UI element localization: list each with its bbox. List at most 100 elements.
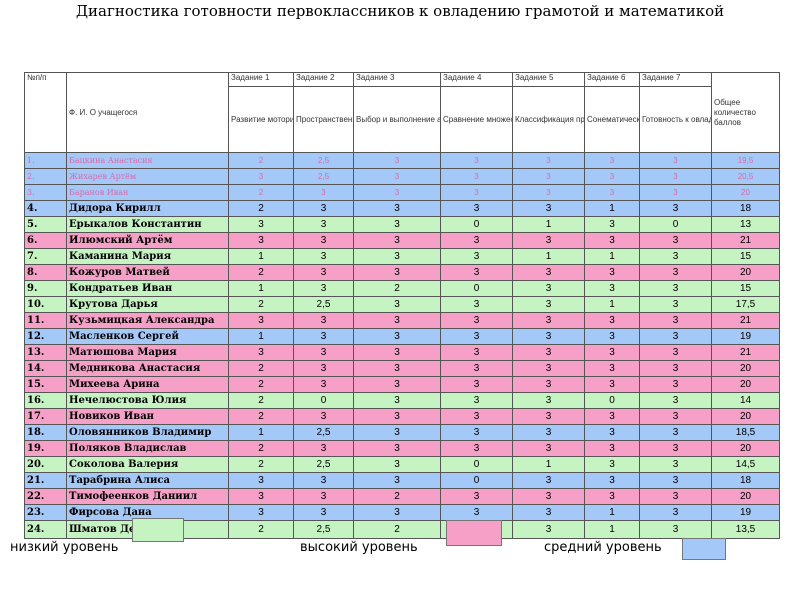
student-name: Тимофеенков Даниил — [66, 488, 229, 505]
table-row: 5. Ерыкалов Константин 3 3 3 0 1 3 0 13 — [24, 216, 780, 233]
table-row: 4. Дидора Кирилл 2 3 3 3 3 1 3 18 — [24, 200, 780, 217]
row-number: 3. — [24, 184, 67, 201]
task-score: 3 — [293, 232, 354, 249]
task-score: 3 — [639, 344, 712, 361]
task-score: 3 — [293, 504, 354, 521]
legend-low-label: низкий уровень — [10, 540, 119, 555]
student-name: Соколова Валерия — [66, 456, 229, 473]
total-score: 20 — [711, 360, 780, 377]
header-desc-6: Сонематический слух — [584, 86, 640, 153]
task-score: 2 — [228, 184, 294, 201]
task-score: 3 — [353, 200, 441, 217]
task-score: 1 — [228, 248, 294, 265]
row-number: 24. — [24, 520, 67, 539]
task-score: 2 — [228, 440, 294, 457]
student-name: Масленков Сергей — [66, 328, 229, 345]
task-score: 3 — [584, 152, 640, 169]
task-score: 0 — [584, 392, 640, 409]
table-row: 9. Кондратьев Иван 1 3 2 0 3 3 3 15 — [24, 280, 780, 297]
total-score: 19 — [711, 504, 780, 521]
task-score: 3 — [584, 488, 640, 505]
table-row: 14. Медникова Анастасия 2 3 3 3 3 3 3 20 — [24, 360, 780, 377]
task-score: 3 — [512, 504, 585, 521]
total-score: 14 — [711, 392, 780, 409]
total-score: 21 — [711, 344, 780, 361]
task-score: 3 — [353, 264, 441, 281]
task-score: 3 — [584, 264, 640, 281]
total-score: 20 — [711, 376, 780, 393]
task-score: 3 — [353, 168, 441, 185]
row-number: 6. — [24, 232, 67, 249]
total-score: 13 — [711, 216, 780, 233]
task-score: 3 — [440, 376, 513, 393]
task-score: 3 — [228, 232, 294, 249]
task-score: 3 — [353, 216, 441, 233]
header-row-descriptions: Развитие моторики Пространственное воспр… — [25, 86, 780, 153]
task-score: 3 — [512, 312, 585, 329]
task-score: 2 — [228, 376, 294, 393]
legend-mid-label: средний уровень — [544, 540, 662, 555]
task-score: 3 — [440, 232, 513, 249]
task-score: 3 — [639, 408, 712, 425]
total-score: 21 — [711, 232, 780, 249]
task-score: 3 — [228, 504, 294, 521]
task-score: 3 — [512, 200, 585, 217]
task-score: 3 — [639, 376, 712, 393]
task-score: 2 — [228, 392, 294, 409]
task-score: 1 — [584, 248, 640, 265]
task-score: 2 — [228, 200, 294, 217]
table-row: 22. Тимофеенков Даниил 3 3 2 3 3 3 3 20 — [24, 488, 780, 505]
task-score: 3 — [584, 168, 640, 185]
table-row: 13. Матюшова Мария 3 3 3 3 3 3 3 21 — [24, 344, 780, 361]
task-score: 3 — [639, 392, 712, 409]
student-name: Новиков Иван — [66, 408, 229, 425]
task-score: 3 — [353, 296, 441, 313]
total-score: 20,5 — [711, 168, 780, 185]
row-number: 4. — [24, 200, 67, 217]
task-score: 3 — [639, 200, 712, 217]
student-name: Каманина Мария — [66, 248, 229, 265]
table-row: 1. Бацкина Анастасия 2 2,5 3 3 3 3 3 19,5 — [24, 152, 780, 169]
task-score: 3 — [440, 200, 513, 217]
task-score: 3 — [440, 312, 513, 329]
row-number: 14. — [24, 360, 67, 377]
task-score: 2,5 — [293, 456, 354, 473]
results-table: №п/п Ф. И. О учащегося Задание 1 Задание… — [24, 72, 780, 539]
task-score: 2,5 — [293, 424, 354, 441]
header-task-2: Задание 2 — [293, 72, 354, 87]
header-task-5: Задание 5 — [512, 72, 585, 87]
student-name: Кожуров Матвей — [66, 264, 229, 281]
task-score: 2 — [353, 280, 441, 297]
task-score: 1 — [228, 280, 294, 297]
student-name: Оловянников Владимир — [66, 424, 229, 441]
legend-mid-swatch — [682, 538, 726, 560]
task-score: 0 — [639, 216, 712, 233]
task-score: 3 — [639, 264, 712, 281]
task-score: 3 — [440, 296, 513, 313]
task-score: 3 — [639, 424, 712, 441]
task-score: 3 — [293, 200, 354, 217]
table-row: 16. Нечелюстова Юлия 2 0 3 3 3 0 3 14 — [24, 392, 780, 409]
task-score: 3 — [440, 264, 513, 281]
table-row: 6. Илюмский Артём 3 3 3 3 3 3 3 21 — [24, 232, 780, 249]
task-score: 3 — [440, 424, 513, 441]
task-score: 3 — [584, 456, 640, 473]
task-score: 3 — [440, 408, 513, 425]
task-score: 0 — [440, 216, 513, 233]
task-score: 3 — [639, 328, 712, 345]
task-score: 2 — [228, 152, 294, 169]
table-row: 7. Каманина Мария 1 3 3 3 1 1 3 15 — [24, 248, 780, 265]
legend-high-label: высокий уровень — [300, 540, 418, 555]
student-name: Крутова Дарья — [66, 296, 229, 313]
legend-low-swatch — [132, 518, 184, 542]
task-score: 3 — [293, 344, 354, 361]
task-score: 3 — [293, 264, 354, 281]
task-score: 3 — [584, 216, 640, 233]
student-name: Медникова Анастасия — [66, 360, 229, 377]
task-score: 3 — [639, 312, 712, 329]
task-score: 3 — [440, 440, 513, 457]
header-task-1: Задание 1 — [228, 72, 294, 87]
task-score: 3 — [639, 248, 712, 265]
header-row-tasks: №п/п Ф. И. О учащегося Задание 1 Задание… — [24, 72, 780, 153]
task-score: 3 — [512, 184, 585, 201]
